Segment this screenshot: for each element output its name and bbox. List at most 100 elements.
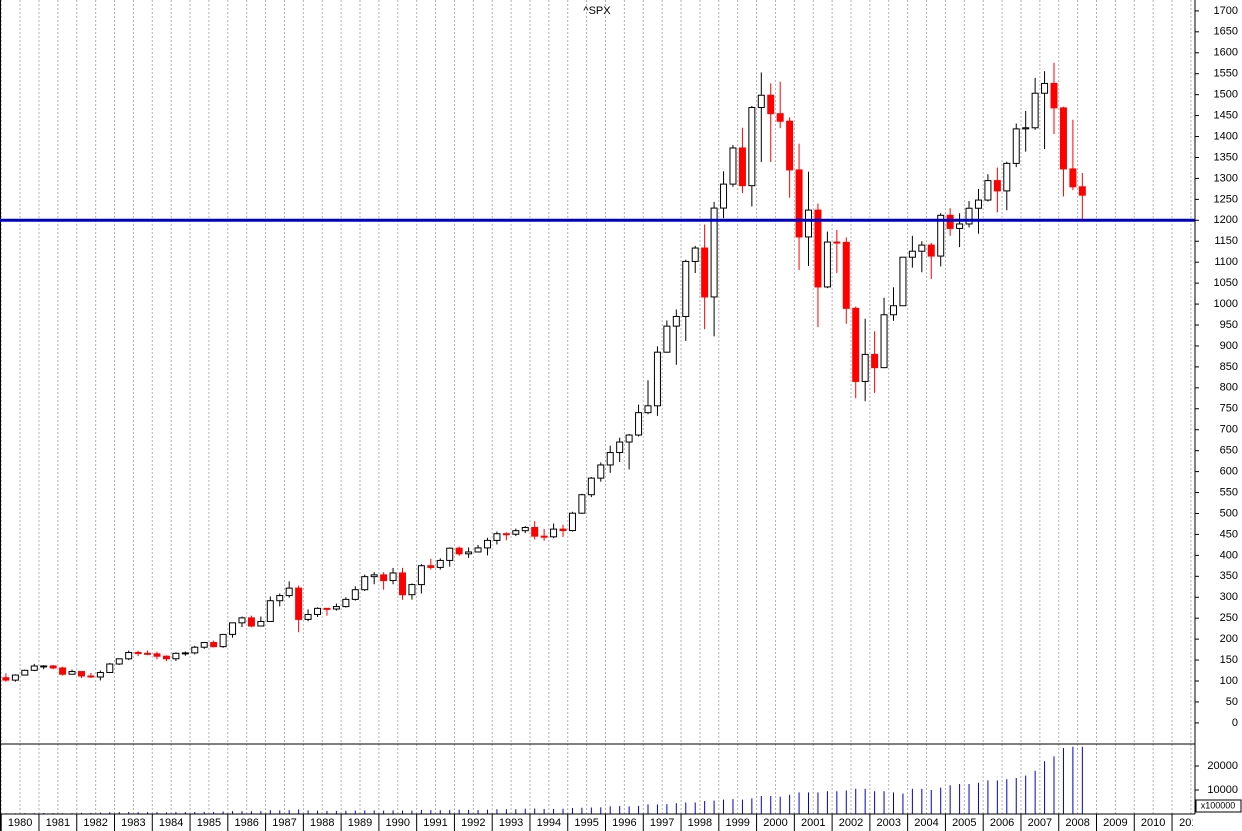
y-tick-label: 1550 <box>1214 68 1238 80</box>
candle-body <box>483 539 491 549</box>
x-tick-label: 1993 <box>499 817 523 829</box>
candle-body <box>852 307 860 382</box>
candle-body <box>87 675 95 678</box>
candle-body <box>106 663 114 673</box>
candle-body <box>927 244 935 257</box>
candle-body <box>49 665 57 669</box>
candle-body <box>219 633 227 648</box>
candle-body <box>96 671 104 678</box>
y-tick-label: 1450 <box>1214 110 1238 122</box>
candle-body <box>663 325 671 353</box>
candle-body <box>1003 162 1011 192</box>
candle-body <box>720 183 728 209</box>
candle-body <box>153 653 161 657</box>
x-tick-label: 2002 <box>839 817 863 829</box>
candle-body <box>266 600 274 622</box>
y-tick-label: 650 <box>1220 445 1238 457</box>
y-tick-label: 100 <box>1220 675 1238 687</box>
candle-body <box>965 207 973 225</box>
candle-body <box>833 241 841 244</box>
candle-body <box>238 617 246 624</box>
candle-body <box>861 353 869 382</box>
chart-title: ^SPX <box>583 5 611 17</box>
candle-body <box>974 199 982 209</box>
candle-body <box>559 528 567 532</box>
candle-body <box>1069 168 1077 188</box>
candle-body <box>597 464 605 479</box>
candle-body <box>162 655 170 660</box>
x-tick-label: 2009 <box>1103 817 1127 829</box>
candle-body <box>946 214 954 229</box>
candle-body <box>767 94 775 115</box>
candle-body <box>880 314 888 369</box>
y-tick-label: 50 <box>1226 696 1238 708</box>
candle-body <box>247 617 255 627</box>
candle-body <box>342 598 350 608</box>
x-tick-label: 1991 <box>423 817 447 829</box>
candle-body <box>314 607 322 615</box>
candle-body <box>729 147 737 185</box>
y-tick-label: 700 <box>1220 424 1238 436</box>
y-tick-label: 250 <box>1220 612 1238 624</box>
x-tick-label: 2005 <box>952 817 976 829</box>
y-tick-label: 1300 <box>1214 172 1238 184</box>
candle-body <box>427 565 435 568</box>
x-tick-label: 1996 <box>612 817 636 829</box>
candle-body <box>285 587 293 597</box>
candle-body <box>805 209 813 238</box>
candle-body <box>842 241 850 309</box>
candle-body <box>1078 186 1086 196</box>
candle-body <box>21 669 29 676</box>
candle-body <box>257 620 265 627</box>
candle-body <box>351 589 359 600</box>
x-tick-label: 1997 <box>650 817 674 829</box>
candle-body <box>417 565 425 586</box>
x-tick-label: 1984 <box>159 817 183 829</box>
candle-body <box>701 247 709 298</box>
candle-body <box>918 244 926 252</box>
x-tick-label: 2011 <box>1179 817 1203 829</box>
candle-body <box>493 533 501 541</box>
candle-body <box>606 452 614 466</box>
candle-body <box>823 241 831 288</box>
x-tick-label: 1999 <box>725 817 749 829</box>
y-tick-label: 0 <box>1232 717 1238 729</box>
candle-body <box>512 530 520 535</box>
candle-body <box>380 574 388 582</box>
candle-body <box>653 351 661 407</box>
x-tick-label: 1998 <box>688 817 712 829</box>
candle-body <box>134 651 142 654</box>
candle-body <box>399 572 407 596</box>
candle-body <box>738 147 746 187</box>
y-tick-label: 500 <box>1220 507 1238 519</box>
y-tick-label: 900 <box>1220 340 1238 352</box>
y-tick-label: 1350 <box>1214 151 1238 163</box>
x-tick-label: 2008 <box>1065 817 1089 829</box>
y-tick-label: 1400 <box>1214 130 1238 142</box>
x-tick-label: 1981 <box>46 817 70 829</box>
candle-body <box>323 607 331 610</box>
candle-body <box>568 512 576 532</box>
candle-body <box>710 207 718 298</box>
candle-body <box>455 547 463 555</box>
candle-body <box>172 652 180 660</box>
x-tick-label: 1989 <box>348 817 372 829</box>
candle-body <box>635 412 643 436</box>
x-tick-label: 1986 <box>234 817 258 829</box>
candle-body <box>1059 107 1067 170</box>
y-tick-label: 150 <box>1220 654 1238 666</box>
y-tick-label: 350 <box>1220 570 1238 582</box>
candle-body <box>276 595 284 602</box>
candle-body <box>77 671 85 677</box>
x-tick-label: 1980 <box>8 817 32 829</box>
y-tick-label: 800 <box>1220 382 1238 394</box>
y-tick-label: 1500 <box>1214 89 1238 101</box>
candle-body <box>578 494 586 514</box>
x-tick-label: 1987 <box>272 817 296 829</box>
candle-body <box>795 169 803 238</box>
y-tick-label: 950 <box>1220 319 1238 331</box>
x-tick-label: 2003 <box>877 817 901 829</box>
candle-body <box>521 527 529 532</box>
y-tick-label: 750 <box>1220 403 1238 415</box>
